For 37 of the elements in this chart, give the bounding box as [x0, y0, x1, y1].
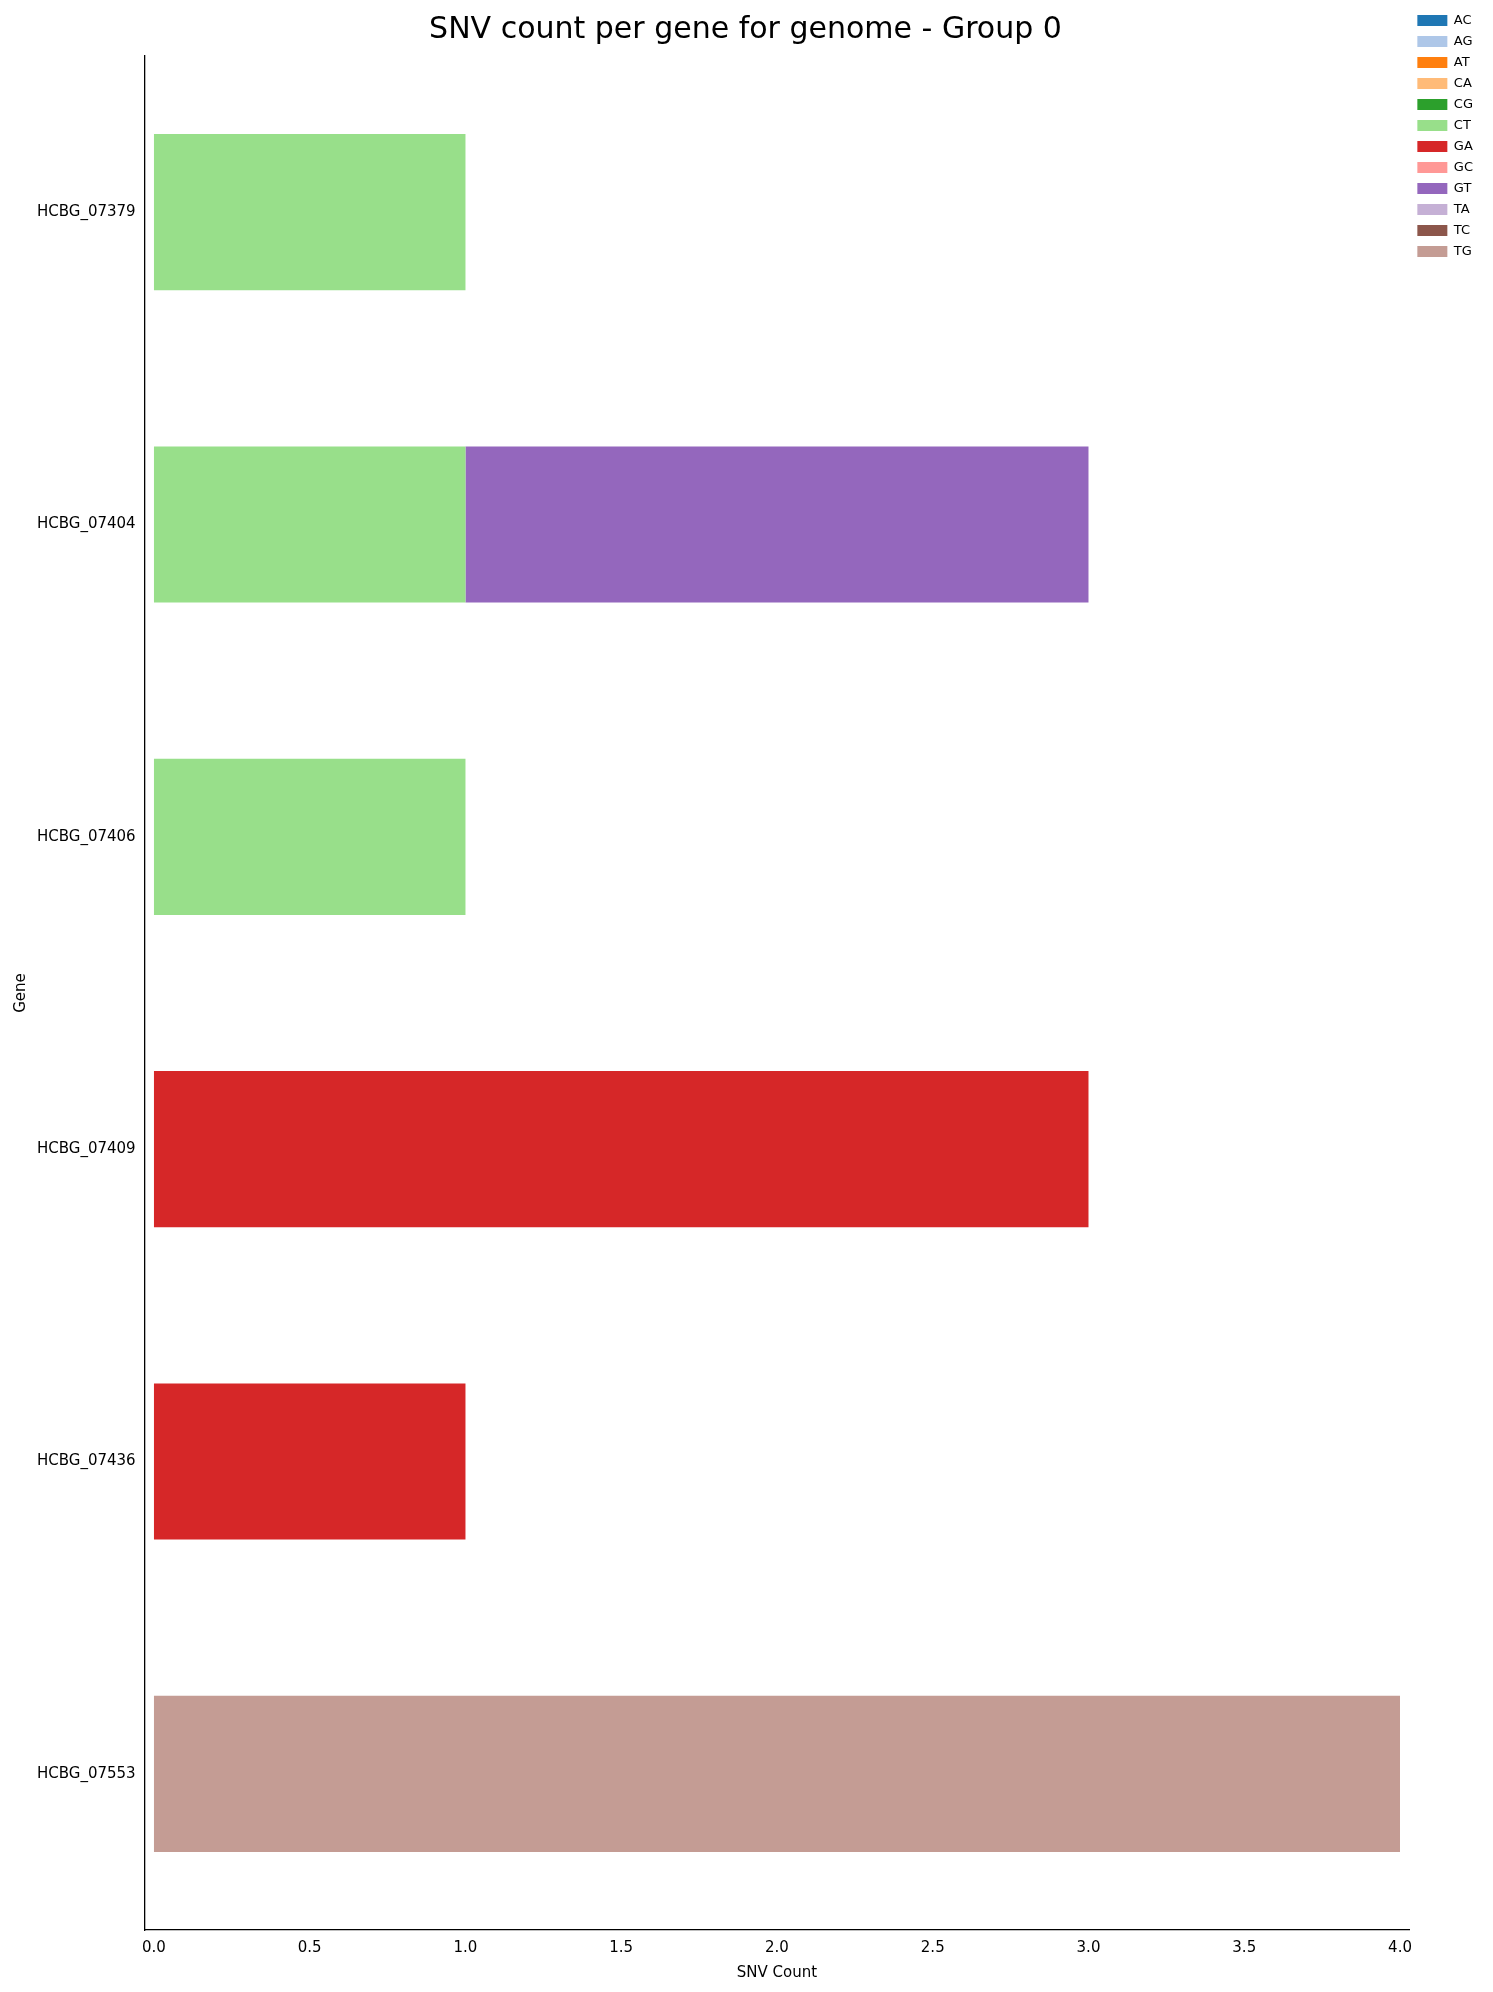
x-tick-label: 2.0: [765, 1937, 789, 1956]
bar: [153, 758, 466, 915]
chart-title: SNV count per gene for genome - Group 0: [429, 9, 1062, 45]
bar: [153, 1695, 1400, 1852]
y-tick-label: HCBG_07436: [37, 1451, 136, 1471]
x-axis-title: SNV Count: [736, 1962, 818, 1981]
y-tick-label: HCBG_07406: [37, 826, 136, 846]
x-tick-label: 4.0: [1388, 1937, 1412, 1956]
legend-label: TG: [1452, 242, 1472, 258]
x-tick-label: 0.5: [297, 1937, 322, 1956]
y-tick-label: HCBG_07553: [37, 1763, 136, 1783]
x-tick-label: 1.0: [453, 1937, 478, 1956]
legend-label: CG: [1453, 95, 1474, 111]
legend-label: TA: [1452, 200, 1470, 216]
legend-label: GT: [1453, 179, 1472, 195]
bar: [153, 446, 466, 603]
bar: [153, 1071, 1089, 1228]
legend-label: AG: [1453, 32, 1473, 48]
x-tick-label: 3.0: [1076, 1937, 1101, 1956]
y-axis-title: Gene: [10, 973, 29, 1013]
legend-label: AC: [1453, 11, 1472, 27]
y-tick-label: HCBG_07409: [37, 1139, 136, 1159]
bar: [153, 134, 466, 291]
y-tick-label: HCBG_07404: [37, 514, 136, 534]
bar: [465, 446, 1089, 603]
x-tick-label: 3.5: [1232, 1937, 1257, 1956]
x-tick-label: 0.0: [142, 1937, 166, 1956]
legend-label: TC: [1452, 221, 1471, 237]
legend-label: CT: [1453, 116, 1471, 132]
y-tick-label: HCBG_07379: [37, 202, 136, 222]
x-tick-label: 1.5: [609, 1937, 634, 1956]
legend-label: GC: [1453, 158, 1474, 174]
legend-label: CA: [1453, 74, 1472, 90]
x-tick-label: 2.5: [920, 1937, 945, 1956]
legend-label: GA: [1453, 137, 1473, 153]
bar: [153, 1383, 466, 1540]
legend-label: AT: [1453, 53, 1470, 69]
